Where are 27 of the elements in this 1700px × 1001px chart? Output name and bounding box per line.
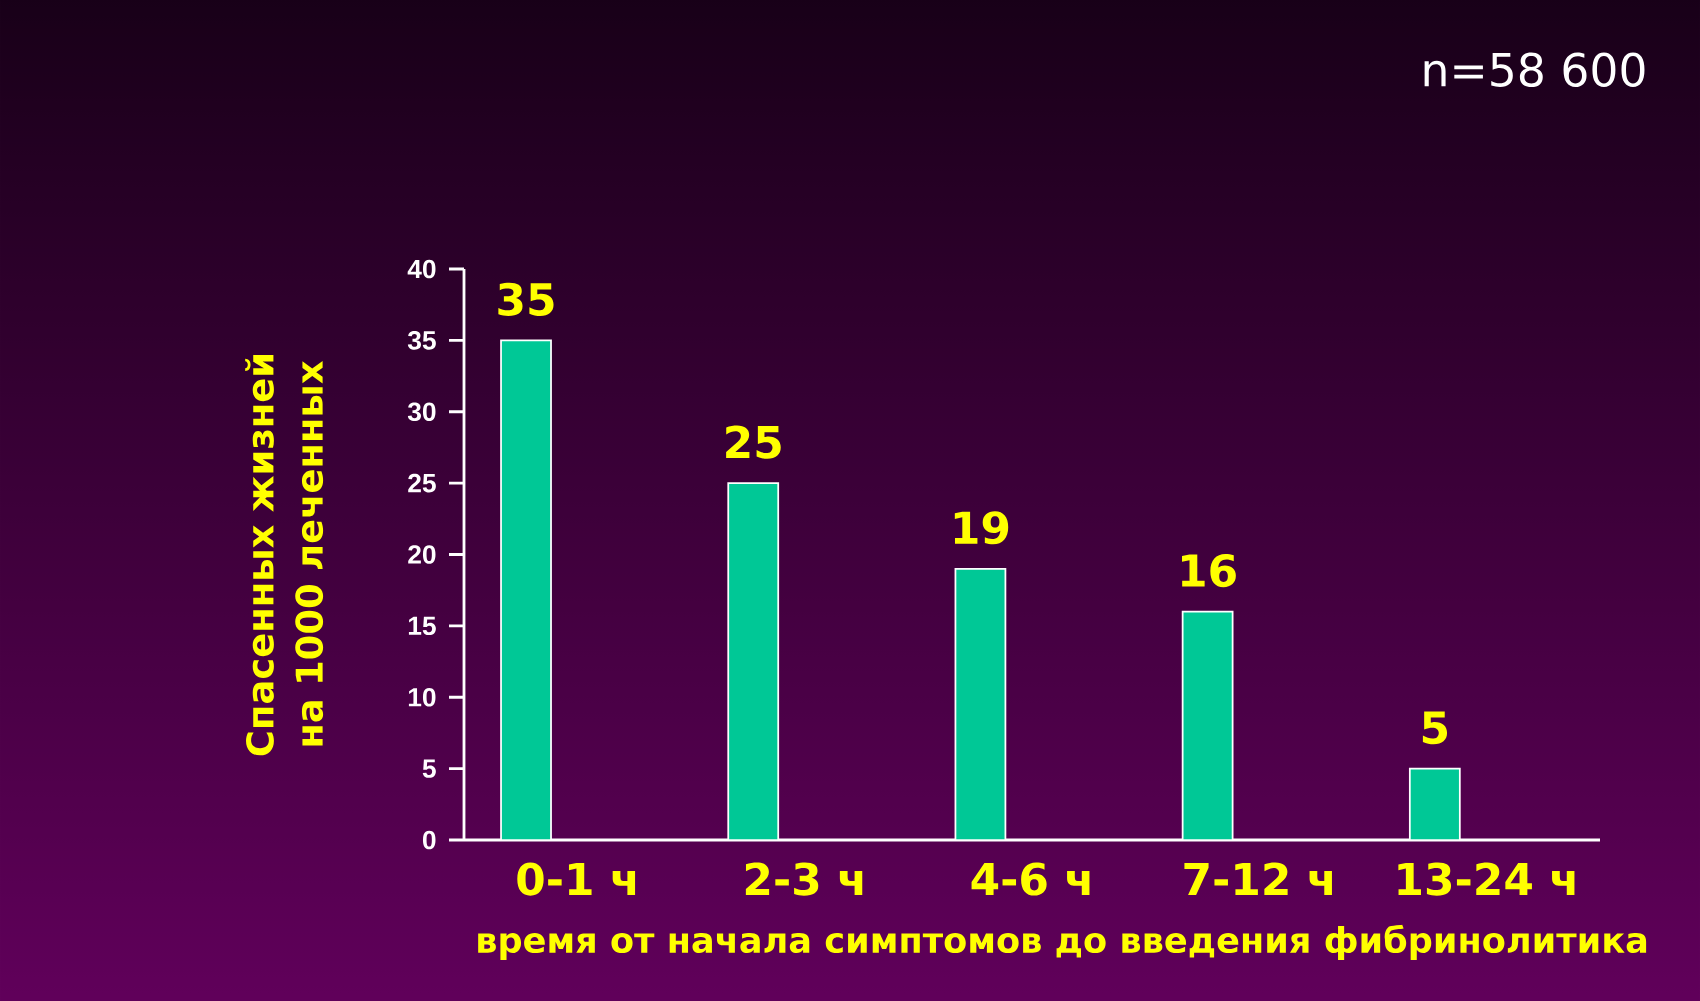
- y-tick-label: 5: [422, 759, 436, 778]
- x-axis-title: время от начала симптомов до введения фибринолитика: [478, 924, 1647, 960]
- data-label: 19: [954, 511, 1009, 545]
- data-label: 16: [1182, 553, 1236, 588]
- y-axis-title: Спасенных жизней на 1000 леченных: [245, 354, 324, 756]
- y-tick-label: 10: [408, 687, 436, 707]
- data-label: 5: [1422, 711, 1448, 745]
- x-tick-label: 13-24 ч: [1398, 862, 1575, 896]
- y-tick-label: 15: [408, 616, 436, 636]
- y-tick-label: 40: [407, 259, 436, 279]
- bar: [1408, 767, 1461, 840]
- y-tick-label: 0: [422, 830, 436, 850]
- data-label: 25: [726, 425, 781, 459]
- bar: [954, 567, 1007, 840]
- y-tick-label: 25: [408, 473, 436, 493]
- y-tick-label: 35: [407, 331, 436, 350]
- x-tick-label: 2-3 ч: [745, 862, 863, 896]
- x-tick-label: 4-6 ч: [971, 862, 1090, 896]
- bar: [500, 339, 552, 840]
- y-tick-label: 20: [408, 545, 436, 564]
- bar: [1181, 610, 1234, 840]
- y-tick-label: 30: [407, 402, 436, 422]
- bar: [727, 482, 780, 840]
- x-tick-label: 0-1 ч: [517, 862, 636, 896]
- x-tick-label: 7-12 ч: [1184, 862, 1332, 896]
- data-label: 35: [498, 282, 554, 316]
- text: n=58 600: [1424, 52, 1645, 87]
